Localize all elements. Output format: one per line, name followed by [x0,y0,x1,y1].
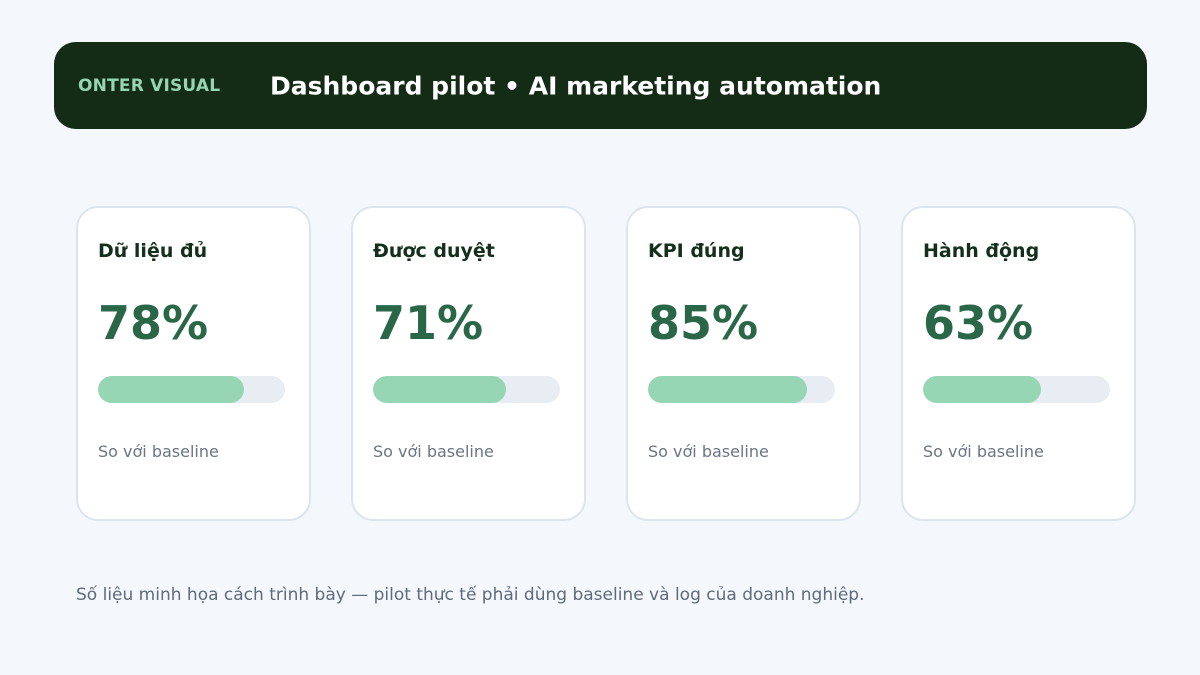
progress-bar-track [373,376,560,403]
kpi-card-label: Được duyệt [373,240,495,262]
kpi-card-note: So với baseline [648,442,769,461]
kpi-card-approved: Được duyệt 71% So với baseline [351,206,586,521]
kpi-card-label: Hành động [923,240,1040,262]
kpi-card-value: 63% [923,296,1034,350]
kpi-card-note: So với baseline [373,442,494,461]
footnote-disclaimer: Số liệu minh họa cách trình bày — pilot … [76,585,865,605]
kpi-card-data-complete: Dữ liệu đủ 78% So với baseline [76,206,311,521]
page-title: Dashboard pilot • AI marketing automatio… [270,71,882,100]
progress-bar-fill [98,376,244,403]
header-banner: ONTER VISUAL Dashboard pilot • AI market… [54,42,1147,129]
kpi-card-note: So với baseline [98,442,219,461]
kpi-card-value: 71% [373,296,484,350]
progress-bar-track [648,376,835,403]
progress-bar-track [923,376,1110,403]
progress-bar-fill [373,376,506,403]
progress-bar-fill [648,376,807,403]
kpi-card-value: 78% [98,296,209,350]
kpi-card-kpi-correct: KPI đúng 85% So với baseline [626,206,861,521]
progress-bar-track [98,376,285,403]
kpi-card-label: Dữ liệu đủ [98,240,208,262]
kpi-card-label: KPI đúng [648,240,745,262]
brand-logo-text: ONTER VISUAL [78,75,221,96]
kpi-card-action: Hành động 63% So với baseline [901,206,1136,521]
progress-bar-fill [923,376,1041,403]
kpi-card-note: So với baseline [923,442,1044,461]
kpi-card-grid: Dữ liệu đủ 78% So với baseline Được duyệ… [76,206,1136,521]
kpi-card-value: 85% [648,296,759,350]
